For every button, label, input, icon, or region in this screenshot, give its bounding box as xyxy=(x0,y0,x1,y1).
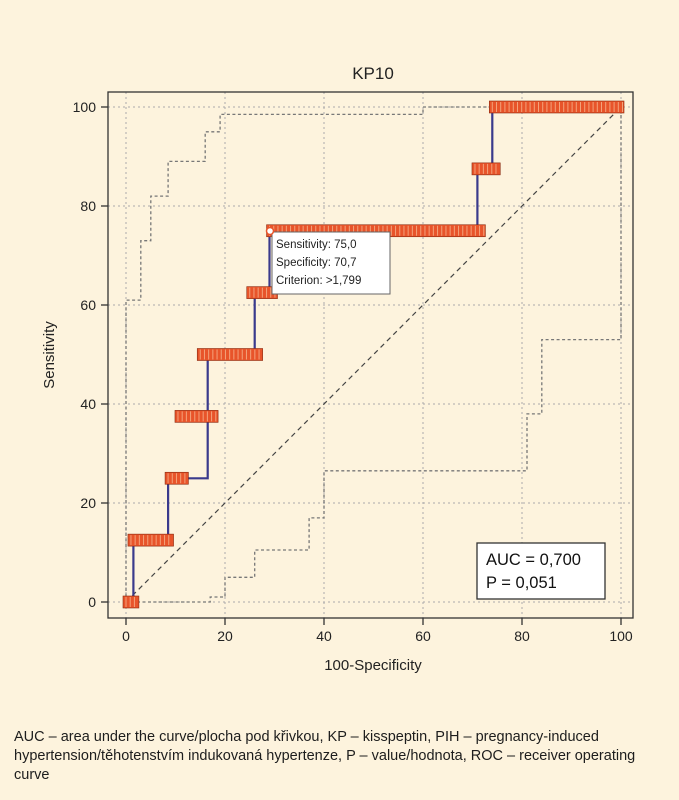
figure-caption: AUC – area under the curve/plocha pod kř… xyxy=(14,729,636,783)
roc-chart: KP10 0 20 40 60 80 100 0 20 40 60 80 100 100-Speci… xyxy=(41,64,634,674)
roc-marker-segment xyxy=(196,348,263,361)
y-axis-ticks: 0 20 40 60 80 100 xyxy=(73,99,108,610)
tooltip-specificity: Specificity: 70,7 xyxy=(276,257,357,269)
x-tick-label: 100 xyxy=(609,628,633,644)
auc-box-frame xyxy=(476,542,606,600)
auc-value: AUC = 0,700 xyxy=(486,551,581,569)
p-value: P = 0,051 xyxy=(486,574,557,592)
ci-bound-upper xyxy=(125,106,621,602)
criterion-tooltip-box xyxy=(271,231,391,295)
criterion-tooltip: Sensitivity: 75,0 Specificity: 70,7 Crit… xyxy=(265,226,391,295)
x-tick-label: 20 xyxy=(217,628,233,644)
confidence-bounds xyxy=(125,106,622,603)
roc-marker-segment xyxy=(488,100,625,114)
roc-marker-segment xyxy=(174,410,219,423)
roc-marker-bar xyxy=(122,595,140,609)
tooltip-sensitivity: Sensitivity: 75,0 xyxy=(276,239,357,251)
roc-marker-bar xyxy=(488,100,625,114)
grid-lines xyxy=(108,92,633,618)
x-tick-label: 60 xyxy=(415,628,431,644)
x-axis-ticks: 0 20 40 60 80 100 xyxy=(122,618,633,644)
y-tick-label: 20 xyxy=(80,495,96,511)
y-tick-label: 0 xyxy=(88,594,96,610)
ci-bound-lower xyxy=(126,107,622,603)
criterion-point xyxy=(265,226,275,236)
roc-marker-segment xyxy=(164,471,189,485)
x-tick-label: 0 xyxy=(122,628,130,644)
chart-title: KP10 xyxy=(352,64,394,83)
y-tick-label: 60 xyxy=(80,297,96,313)
roc-markers xyxy=(122,100,625,609)
y-tick-label: 40 xyxy=(80,396,96,412)
x-axis-label: 100-Specificity xyxy=(324,657,422,674)
tooltip-criterion: Criterion: >1,799 xyxy=(276,275,361,287)
y-tick-label: 100 xyxy=(73,99,97,115)
roc-marker-segment xyxy=(471,162,501,176)
roc-marker-segment xyxy=(127,533,174,547)
auc-box: AUC = 0,700 P = 0,051 xyxy=(476,542,606,600)
plot-frame xyxy=(107,91,634,619)
roc-marker-segment xyxy=(122,595,140,609)
y-tick-label: 80 xyxy=(80,198,96,214)
x-tick-label: 40 xyxy=(316,628,332,644)
y-axis-label: Sensitivity xyxy=(41,321,58,389)
x-tick-label: 80 xyxy=(514,628,530,644)
